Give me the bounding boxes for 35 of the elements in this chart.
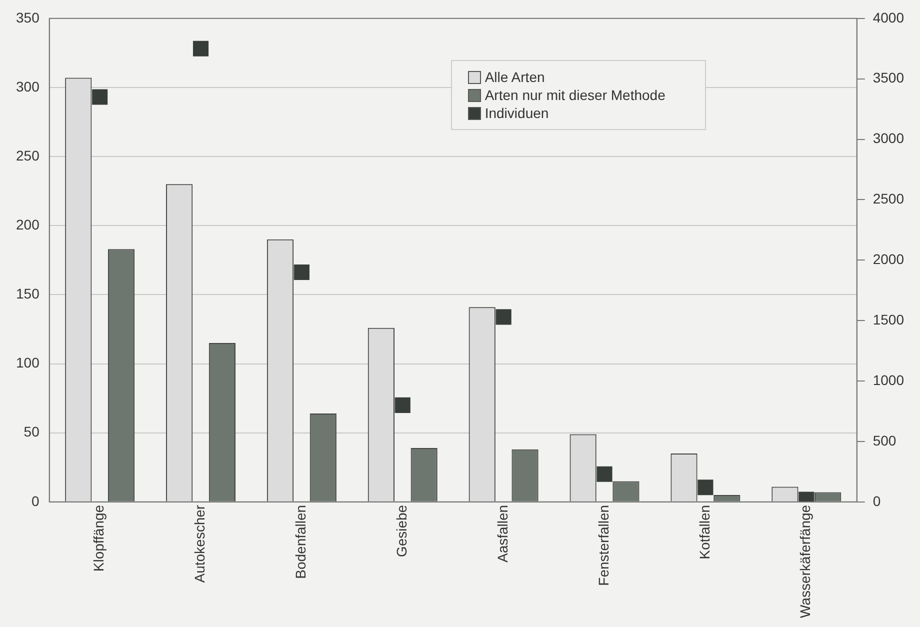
- y-tick-label: 50: [24, 424, 40, 440]
- point: [496, 309, 512, 325]
- y2-tick-label: 0: [872, 492, 881, 509]
- x-tick-label: Bodenfallen: [292, 504, 309, 579]
- point: [596, 466, 612, 482]
- point: [294, 264, 310, 280]
- y2-tick-label: 3000: [872, 130, 904, 146]
- x-tick-label: Gesiebe: [394, 504, 410, 558]
- y2-tick-label: 1500: [872, 311, 904, 328]
- point: [394, 397, 410, 413]
- legend-label: Arten nur mit dieser Methode: [484, 87, 666, 104]
- y2-tick-label: 4000: [872, 9, 904, 26]
- y-tick-label: 250: [16, 147, 40, 164]
- x-tick-label: Kotfallen: [696, 504, 712, 560]
- point: [192, 40, 209, 56]
- x-tick-label: Fensterfallen: [595, 504, 612, 586]
- legend-label: Alle Arten: [484, 69, 545, 86]
- y-tick-label: 300: [16, 78, 40, 94]
- x-tick-label: Klopffänge: [90, 504, 107, 572]
- x-tick-label: Wasserkäferfänge: [797, 504, 814, 618]
- y-tick-label: 200: [16, 216, 40, 232]
- y2-tick-label: 500: [872, 432, 896, 448]
- y2-tick-label: 2000: [872, 251, 904, 268]
- y-tick-label: 150: [16, 286, 40, 302]
- y-tick-label: 0: [32, 492, 40, 509]
- legend-label: Individuen: [484, 105, 549, 122]
- y-tick-label: 350: [16, 9, 40, 26]
- y2-tick-label: 3500: [872, 70, 904, 86]
- y-tick-label: 100: [16, 354, 40, 371]
- x-tick-label: Aasfallen: [494, 504, 510, 563]
- y2-tick-label: 1000: [872, 372, 904, 388]
- y2-tick-label: 2500: [872, 190, 904, 207]
- point: [92, 89, 108, 105]
- point: [698, 480, 714, 496]
- x-tick-label: Autokescher: [192, 504, 208, 583]
